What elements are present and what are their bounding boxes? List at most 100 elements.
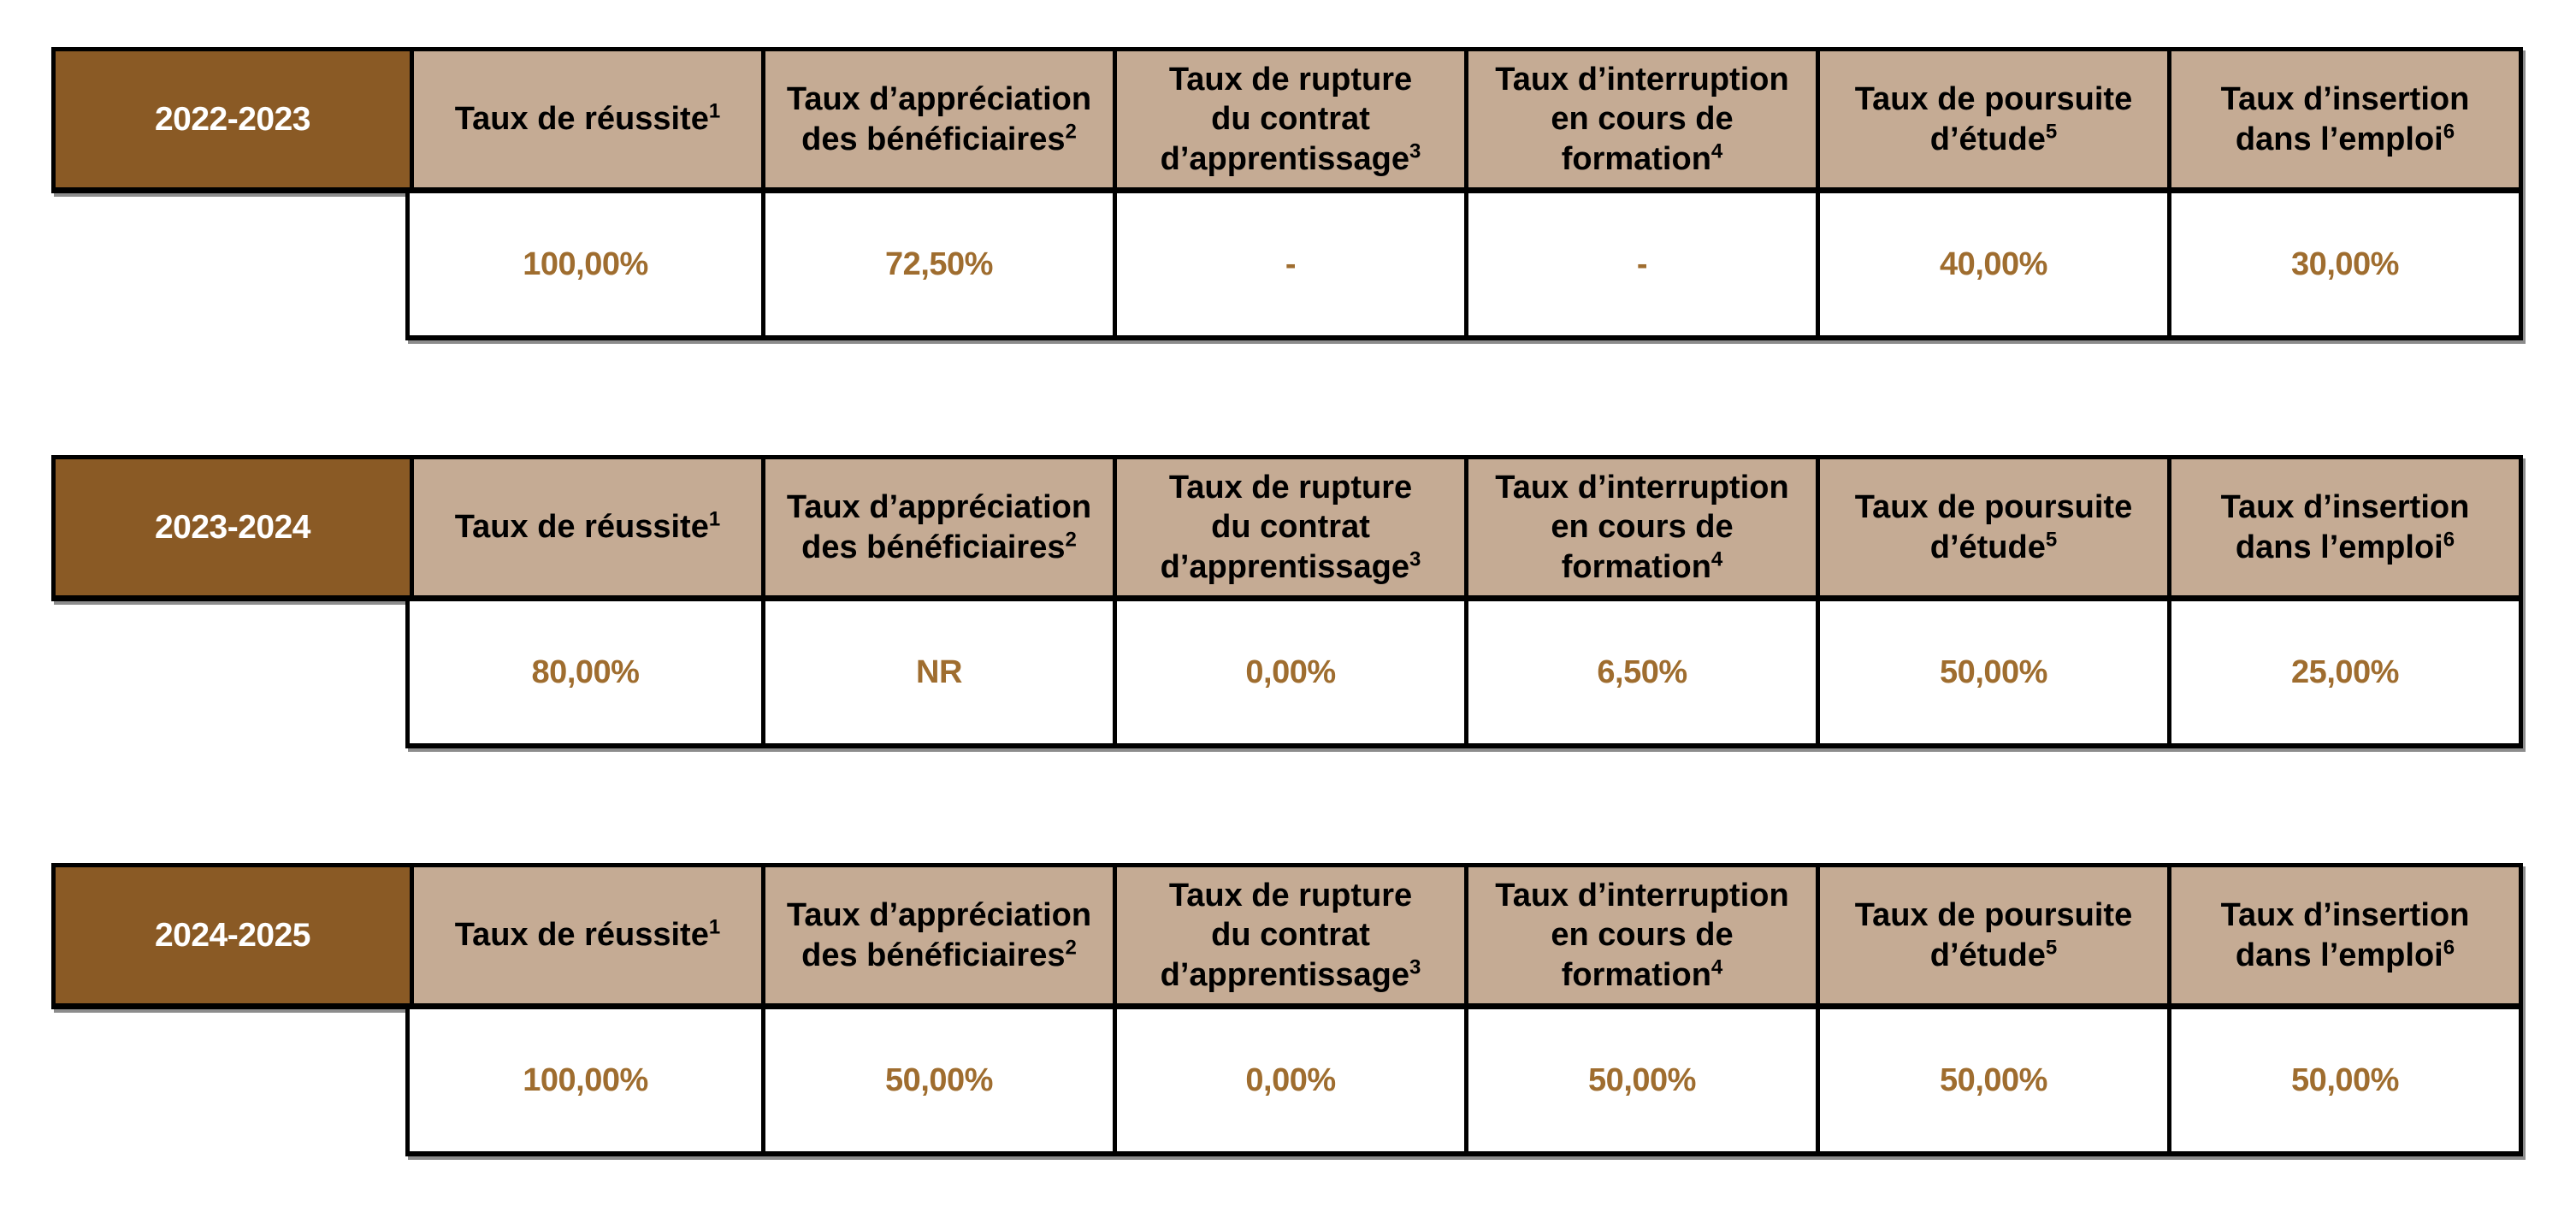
column-header-text: Taux de poursuite d’étude5 xyxy=(1855,896,2132,975)
value-label: NR xyxy=(916,653,962,690)
column-header-label: Taux de réussite xyxy=(454,101,709,138)
column-header-label: Taux d’appréciation des bénéficiaires xyxy=(786,81,1092,157)
column-header-text: Taux d’interruption en cours de formatio… xyxy=(1495,876,1788,995)
column-header-taux-appreciation: Taux d’appréciation des bénéficiaires2 xyxy=(761,867,1113,1003)
year-cell: 2022-2023 xyxy=(56,51,410,187)
value-cell-taux-insertion: 50,00% xyxy=(2167,1009,2519,1151)
value-cell-taux-poursuite: 50,00% xyxy=(1816,601,2167,743)
value-label: 50,00% xyxy=(1940,1061,2047,1098)
footnote-superscript: 5 xyxy=(2045,527,2058,551)
footnote-superscript: 6 xyxy=(2443,119,2455,143)
column-header-taux-insertion: Taux d’insertion dans l’emploi6 xyxy=(2167,459,2519,595)
year-cell: 2024-2025 xyxy=(56,867,410,1003)
column-header-text: Taux d’insertion dans l’emploi6 xyxy=(2221,896,2470,975)
value-label: 100,00% xyxy=(523,1061,648,1098)
value-cell-taux-poursuite: 40,00% xyxy=(1816,193,2167,335)
header-row: 2022-2023 Taux de réussite1 Taux d’appré… xyxy=(51,47,2523,193)
column-header-taux-appreciation: Taux d’appréciation des bénéficiaires2 xyxy=(761,51,1113,187)
stats-table-2023-2024: 2023-2024 Taux de réussite1 Taux d’appré… xyxy=(51,455,2523,748)
footnote-superscript: 6 xyxy=(2443,527,2455,551)
values-row: 100,00% 50,00% 0,00% 50,00% 50,00% 50,00… xyxy=(405,1009,2523,1156)
value-label: 50,00% xyxy=(1588,1061,1696,1098)
values-row: 100,00% 72,50% - - 40,00% 30,00% xyxy=(405,193,2523,340)
footnote-superscript: 6 xyxy=(2443,935,2455,959)
column-header-taux-poursuite: Taux de poursuite d’étude5 xyxy=(1816,459,2167,595)
column-header-label: Taux d’interruption en cours de formatio… xyxy=(1495,469,1789,585)
value-cell-taux-de-reussite: 100,00% xyxy=(410,193,761,335)
column-header-label: Taux de réussite xyxy=(454,509,709,546)
column-header-taux-rupture: Taux de rupture du contrat d’apprentissa… xyxy=(1113,867,1464,1003)
year-cell: 2023-2024 xyxy=(56,459,410,595)
value-cell-taux-appreciation: 72,50% xyxy=(761,193,1113,335)
footnote-superscript: 3 xyxy=(1409,955,1421,979)
column-header-text: Taux d’insertion dans l’emploi6 xyxy=(2221,80,2470,159)
column-header-taux-interruption: Taux d’interruption en cours de formatio… xyxy=(1464,459,1816,595)
header-row: 2024-2025 Taux de réussite1 Taux d’appré… xyxy=(51,863,2523,1009)
stats-table-2022-2023: 2022-2023 Taux de réussite1 Taux d’appré… xyxy=(51,47,2523,340)
stats-table-2024-2025: 2024-2025 Taux de réussite1 Taux d’appré… xyxy=(51,863,2523,1156)
footnote-superscript: 2 xyxy=(1065,527,1077,551)
column-header-text: Taux de rupture du contrat d’apprentissa… xyxy=(1161,468,1421,587)
column-header-taux-poursuite: Taux de poursuite d’étude5 xyxy=(1816,867,2167,1003)
footnote-superscript: 1 xyxy=(708,99,721,123)
value-label: - xyxy=(1285,245,1297,282)
column-header-label: Taux d’insertion dans l’emploi xyxy=(2220,489,2470,565)
value-label: 0,00% xyxy=(1245,1061,1336,1098)
values-row: 80,00% NR 0,00% 6,50% 50,00% 25,00% xyxy=(405,601,2523,748)
column-header-taux-rupture: Taux de rupture du contrat d’apprentissa… xyxy=(1113,459,1464,595)
column-header-text: Taux d’insertion dans l’emploi6 xyxy=(2221,488,2470,567)
column-header-label: Taux d’insertion dans l’emploi xyxy=(2220,897,2470,973)
column-header-text: Taux de réussite1 xyxy=(455,99,720,139)
value-cell-taux-poursuite: 50,00% xyxy=(1816,1009,2167,1151)
column-header-text: Taux d’interruption en cours de formatio… xyxy=(1495,468,1788,587)
value-label: 72,50% xyxy=(885,245,993,282)
value-cell-taux-appreciation: 50,00% xyxy=(761,1009,1113,1151)
value-label: 40,00% xyxy=(1940,245,2047,282)
column-header-label: Taux d’interruption en cours de formatio… xyxy=(1495,61,1789,177)
footnote-superscript: 4 xyxy=(1710,955,1723,979)
column-header-taux-poursuite: Taux de poursuite d’étude5 xyxy=(1816,51,2167,187)
column-header-label: Taux de rupture du contrat d’apprentissa… xyxy=(1160,877,1413,993)
column-header-label: Taux de poursuite d’étude xyxy=(1854,897,2133,973)
value-cell-taux-insertion: 25,00% xyxy=(2167,601,2519,743)
footnote-superscript: 5 xyxy=(2045,935,2058,959)
footnote-superscript: 4 xyxy=(1710,139,1723,163)
value-label: 30,00% xyxy=(2291,245,2399,282)
column-header-label: Taux de réussite xyxy=(454,917,709,954)
column-header-label: Taux de poursuite d’étude xyxy=(1854,81,2133,157)
footnote-superscript: 5 xyxy=(2045,119,2058,143)
value-label: 25,00% xyxy=(2291,653,2399,690)
value-label: 50,00% xyxy=(885,1061,993,1098)
column-header-label: Taux d’appréciation des bénéficiaires xyxy=(786,897,1092,973)
column-header-label: Taux d’insertion dans l’emploi xyxy=(2220,81,2470,157)
footnote-superscript: 2 xyxy=(1065,935,1077,959)
column-header-text: Taux de rupture du contrat d’apprentissa… xyxy=(1161,60,1421,179)
header-row: 2023-2024 Taux de réussite1 Taux d’appré… xyxy=(51,455,2523,601)
value-label: - xyxy=(1636,245,1648,282)
value-cell-taux-interruption: - xyxy=(1464,193,1816,335)
year-label: 2023-2024 xyxy=(154,508,311,546)
value-cell-taux-de-reussite: 100,00% xyxy=(410,1009,761,1151)
column-header-text: Taux de poursuite d’étude5 xyxy=(1855,488,2132,567)
year-label: 2024-2025 xyxy=(154,916,311,954)
column-header-taux-appreciation: Taux d’appréciation des bénéficiaires2 xyxy=(761,459,1113,595)
value-label: 50,00% xyxy=(2291,1061,2399,1098)
column-header-taux-interruption: Taux d’interruption en cours de formatio… xyxy=(1464,867,1816,1003)
footnote-superscript: 4 xyxy=(1710,547,1723,571)
value-label: 50,00% xyxy=(1940,653,2047,690)
column-header-taux-interruption: Taux d’interruption en cours de formatio… xyxy=(1464,51,1816,187)
column-header-taux-de-reussite: Taux de réussite1 xyxy=(410,51,761,187)
column-header-label: Taux de rupture du contrat d’apprentissa… xyxy=(1160,469,1413,585)
column-header-text: Taux d’appréciation des bénéficiaires2 xyxy=(787,488,1091,567)
value-cell-taux-rupture: 0,00% xyxy=(1113,1009,1464,1151)
column-header-taux-de-reussite: Taux de réussite1 xyxy=(410,867,761,1003)
column-header-text: Taux de poursuite d’étude5 xyxy=(1855,80,2132,159)
footnote-superscript: 2 xyxy=(1065,119,1077,143)
column-header-taux-de-reussite: Taux de réussite1 xyxy=(410,459,761,595)
value-cell-taux-appreciation: NR xyxy=(761,601,1113,743)
column-header-taux-insertion: Taux d’insertion dans l’emploi6 xyxy=(2167,867,2519,1003)
footnote-superscript: 3 xyxy=(1409,547,1421,571)
value-label: 0,00% xyxy=(1245,653,1336,690)
value-cell-taux-interruption: 50,00% xyxy=(1464,1009,1816,1151)
column-header-taux-rupture: Taux de rupture du contrat d’apprentissa… xyxy=(1113,51,1464,187)
